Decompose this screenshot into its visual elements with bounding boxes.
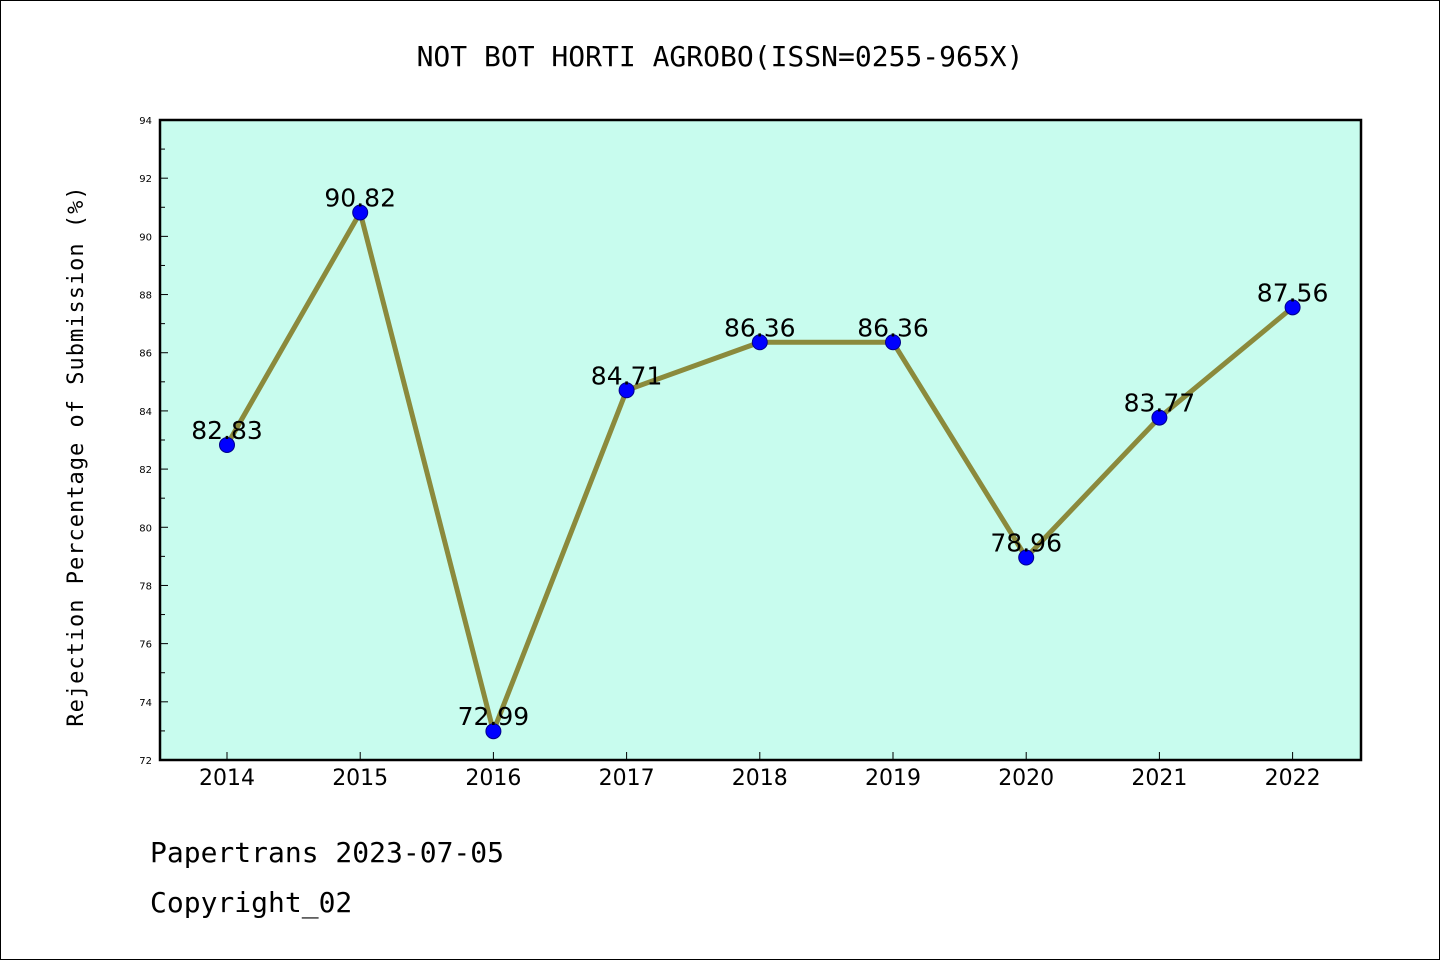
x-tick-label: 2014: [199, 766, 255, 791]
x-tick-label: 2022: [1265, 766, 1321, 791]
data-point: [352, 204, 369, 221]
y-tick-label: 88: [139, 291, 152, 302]
y-tick-label: 80: [139, 523, 152, 534]
y-axis: 72 74 76 78 80 82 84 86 88 90 92 94: [139, 116, 168, 767]
y-tick-label: 90: [139, 232, 152, 243]
data-label: 86.36: [724, 313, 796, 342]
data-label: 72.99: [458, 702, 530, 731]
data-point: [1151, 409, 1168, 426]
y-tick-label: 92: [139, 174, 152, 185]
plot-border: [158, 118, 1363, 762]
footer-date: Papertrans 2023-07-05: [150, 836, 505, 869]
chart-title: NOT BOT HORTI AGROBO(ISSN=0255-965X): [417, 40, 1024, 73]
data-point: [219, 436, 235, 453]
series-line: [219, 204, 1301, 740]
y-tick-label: 84: [139, 407, 152, 418]
data-label: 90.82: [324, 184, 396, 213]
data-label: 86.36: [857, 313, 929, 342]
data-label: 83.77: [1124, 389, 1196, 418]
x-tick-label: 2020: [998, 766, 1054, 791]
x-tick-label: 2018: [732, 766, 788, 791]
y-tick-label: 78: [139, 581, 152, 592]
data-label: 78.96: [990, 529, 1062, 558]
data-point: [485, 723, 502, 740]
data-point: [1018, 549, 1035, 566]
data-labels: 82.83 90.82 72.99 84.71 86.36 86.36 78.96 83.77…: [191, 184, 1328, 732]
footer-copyright: Copyright_02: [150, 886, 353, 919]
y-tick-label: 74: [139, 698, 152, 709]
y-tick-label: 86: [139, 349, 152, 360]
data-point: [885, 334, 901, 351]
x-tick-label: 2015: [332, 766, 388, 791]
data-point: [751, 334, 768, 351]
y-tick-label: 82: [139, 465, 152, 476]
data-label: 87.56: [1257, 278, 1329, 307]
x-axis: 2014 2015 2016 2017 2018 2019 2020 2021 2022: [199, 752, 1321, 791]
data-label: 82.83: [191, 416, 263, 445]
x-tick-label: 2016: [465, 766, 521, 791]
y-tick-label: 94: [139, 116, 152, 127]
data-point: [618, 382, 635, 399]
x-tick-label: 2019: [865, 766, 921, 791]
x-tick-label: 2021: [1131, 766, 1187, 791]
y-tick-label: 72: [139, 756, 152, 767]
data-label: 84.71: [591, 361, 663, 390]
y-tick-label: 76: [139, 640, 152, 651]
plot-area: [160, 120, 1361, 760]
x-tick-label: 2017: [599, 766, 655, 791]
data-point: [1284, 299, 1301, 316]
y-axis-label: Rejection Percentage of Submission (%): [64, 185, 89, 726]
